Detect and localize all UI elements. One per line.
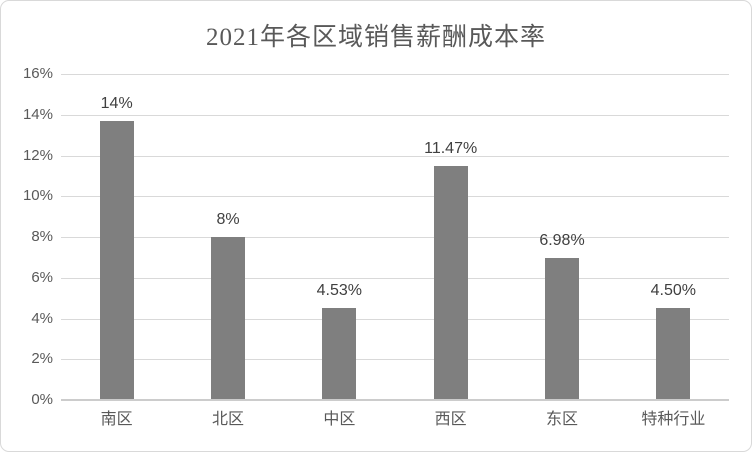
bar-中区 [322, 307, 357, 399]
x-axis-category-label: 南区 [100, 411, 133, 428]
bar-data-label: 6.98% [539, 231, 585, 249]
chart-title: 2021年各区域销售薪酬成本率 [205, 24, 546, 51]
x-axis-category-label: 西区 [434, 411, 467, 428]
horizontal-gridline [61, 359, 729, 361]
y-axis-tick-label: 6% [31, 268, 53, 286]
x-axis-line [61, 399, 729, 401]
horizontal-gridline [61, 74, 729, 75]
y-axis-tick-label: 16% [22, 65, 53, 82]
x-axis-category-label: 北区 [211, 411, 244, 428]
horizontal-gridline [61, 114, 729, 116]
y-axis-tick-label: 8% [31, 228, 53, 245]
x-axis-category-label: 特种行业 [641, 411, 706, 428]
horizontal-gridline [61, 237, 729, 238]
y-axis-tick-label: 12% [22, 146, 53, 164]
bar-西区 [433, 166, 468, 399]
y-axis-tick-label: 10% [22, 187, 53, 205]
y-axis-tick-label: 2% [31, 350, 53, 368]
y-axis-tick-label: 4% [31, 309, 53, 327]
y-axis-tick-label: 14% [22, 105, 53, 123]
x-axis-category-label: 中区 [323, 411, 356, 428]
bar-北区 [211, 237, 245, 399]
x-axis-category-label: 东区 [545, 411, 578, 428]
bar-data-label: 14% [100, 94, 133, 112]
horizontal-gridline [61, 318, 729, 320]
horizontal-gridline [61, 277, 729, 279]
bar-data-label: 4.53% [316, 281, 363, 299]
horizontal-gridline [61, 155, 729, 157]
horizontal-gridline [61, 196, 729, 198]
y-axis-tick-label: 0% [31, 391, 53, 408]
bar-东区 [545, 257, 579, 399]
bar-data-label: 4.50% [650, 282, 697, 300]
bar-data-label: 11.47% [424, 140, 478, 158]
bar-特种行业 [656, 308, 691, 399]
bar-data-label: 8% [216, 211, 240, 228]
bar-南区 [99, 120, 134, 399]
